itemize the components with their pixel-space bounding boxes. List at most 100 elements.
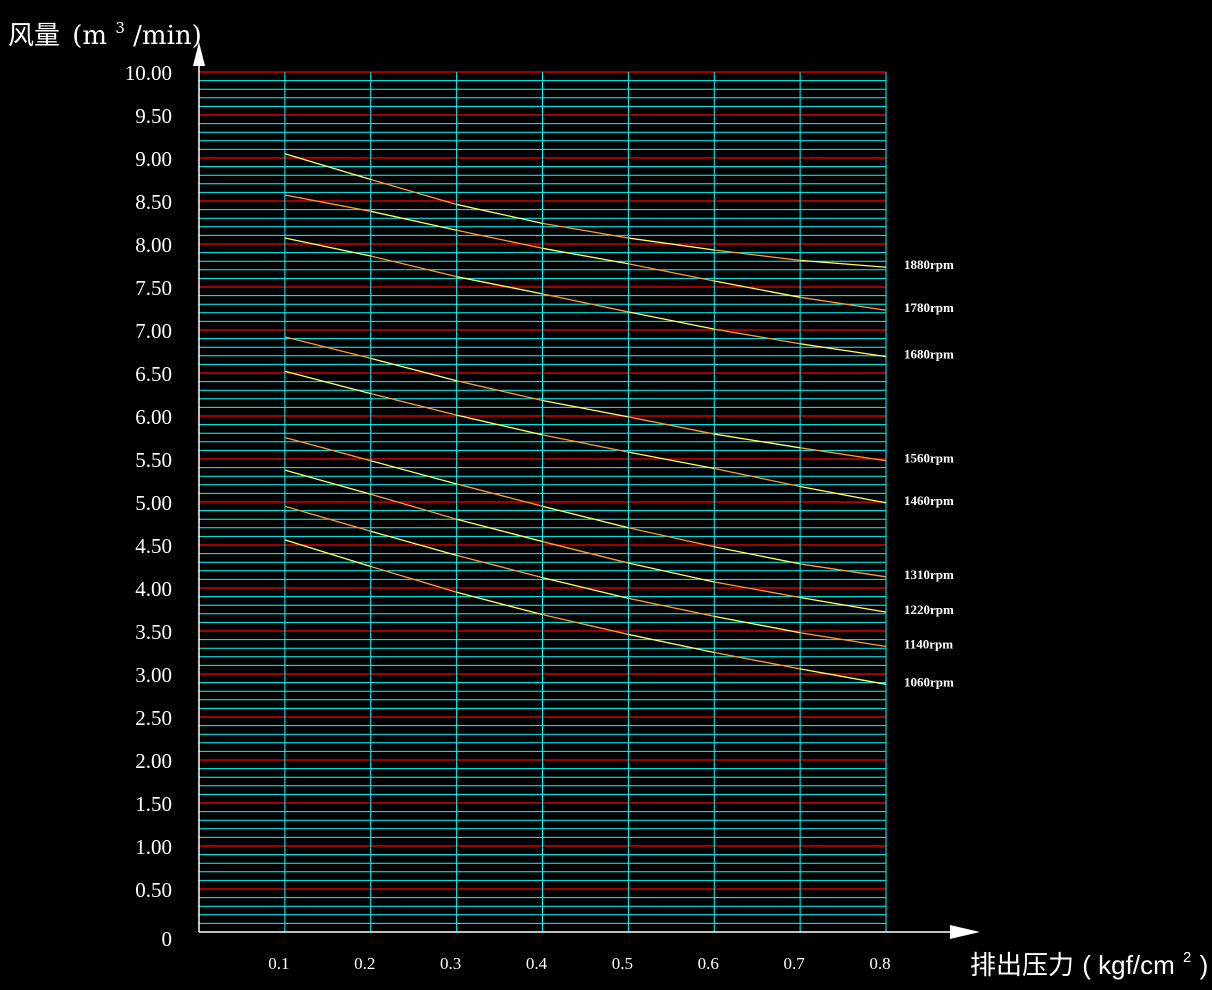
y-tick-label: 1.50: [135, 792, 172, 816]
series-line: [284, 194, 887, 311]
y-tick-label: 5.00: [135, 491, 172, 515]
y-tick-label: 9.00: [135, 147, 172, 171]
x-tick-labels: 0.1 0.2 0.3 0.4 0.5 0.6 0.7 0.8: [268, 954, 890, 973]
series-segment: [456, 414, 543, 436]
x-axis-label: 排出压力 ( kgf/cm 2 ): [970, 939, 1208, 981]
series-label: 1780rpm: [904, 300, 954, 315]
series-segment: [800, 632, 887, 648]
y-tick-label: 7.50: [135, 276, 172, 300]
x-axis-arrow-icon: [950, 925, 980, 939]
series-line: [284, 237, 887, 358]
series-segment: [370, 357, 457, 382]
series-segment: [542, 434, 629, 453]
series-line: [284, 469, 887, 613]
y-tick-labels: 0 0.50 1.00 1.50 2.00 2.50 3.00 3.50 4.00 4.50 5.0…: [125, 61, 172, 951]
series-segment: [284, 237, 371, 257]
series-segment: [370, 210, 457, 231]
y-tick-label: 10.00: [125, 61, 172, 85]
series-segment: [800, 668, 887, 685]
y-tick-label: 9.50: [135, 104, 172, 128]
series-segment: [284, 505, 371, 532]
series-segment: [628, 633, 715, 654]
x-tick-label: 0.8: [869, 954, 890, 973]
x-tick-label: 0.7: [784, 954, 806, 973]
x-axis-unit-close: ): [1200, 950, 1209, 980]
series-line: [284, 336, 887, 462]
x-axis-unit-sup: 2: [1183, 949, 1191, 966]
series-segment: [542, 540, 629, 564]
series-segment: [800, 343, 887, 358]
y-axis-label: 风量 (m 3 /min): [8, 10, 202, 51]
series-segment: [284, 469, 371, 495]
series-segment: [714, 615, 801, 634]
series-segment: [456, 554, 543, 579]
series-segment: [284, 336, 371, 360]
series-segment: [370, 255, 457, 278]
series-segment: [370, 393, 457, 416]
series-segment: [628, 451, 715, 470]
series-segment: [456, 203, 543, 224]
y-tick-label: 8.50: [135, 190, 172, 214]
series-segment: [714, 467, 801, 488]
series-label: 1460rpm: [904, 493, 954, 508]
series-layer: [284, 153, 887, 685]
x-axis-label-text: 排出压力: [970, 951, 1074, 981]
series-segment: [370, 493, 457, 520]
series-label: 1880rpm: [904, 257, 954, 272]
series-labels: 1880rpm 1780rpm 1680rpm 1560rpm 1460rpm 1310r…: [904, 257, 954, 689]
series-label: 1140rpm: [904, 636, 953, 651]
series-segment: [628, 597, 715, 618]
x-tick-label: 0.4: [526, 954, 548, 973]
series-segment: [370, 178, 457, 206]
series-label: 1220rpm: [904, 602, 954, 617]
series-label: 1060rpm: [904, 674, 954, 689]
x-tick-label: 0.2: [354, 954, 375, 973]
y-tick-label: 6.00: [135, 405, 172, 429]
y-axis-unit-open: (m: [72, 21, 107, 51]
x-tick-label: 0.6: [698, 954, 719, 973]
series-segment: [284, 194, 371, 212]
y-axis-unit-sup: 3: [115, 19, 125, 37]
series-segment: [542, 247, 629, 265]
y-tick-label: 2.00: [135, 749, 172, 773]
series-segment: [628, 311, 715, 330]
series-segment: [628, 263, 715, 282]
series-segment: [800, 563, 887, 578]
series-segment: [456, 380, 543, 402]
series-segment: [542, 222, 629, 239]
series-segment: [628, 416, 715, 435]
series-segment: [456, 591, 543, 616]
series-segment: [370, 460, 457, 485]
axes: [193, 42, 980, 939]
series-segment: [714, 651, 801, 670]
vertical-gridlines: [284, 72, 887, 932]
y-tick-label: 8.00: [135, 233, 172, 257]
series-segment: [370, 565, 457, 593]
series-segment: [800, 485, 887, 504]
series-segment: [714, 249, 801, 261]
series-segment: [714, 546, 801, 565]
series-segment: [714, 433, 801, 449]
series-line: [284, 539, 887, 685]
series-segment: [542, 505, 629, 529]
x-tick-label: 0.5: [612, 954, 633, 973]
series-segment: [800, 259, 887, 268]
series-segment: [714, 581, 801, 599]
x-tick-label: 0.1: [268, 954, 289, 973]
series-segment: [800, 296, 887, 311]
series-segment: [542, 577, 629, 599]
series-segment: [542, 614, 629, 636]
series-segment: [456, 229, 543, 249]
y-tick-label: 0: [162, 927, 173, 951]
series-segment: [456, 518, 543, 543]
y-tick-label: 5.50: [135, 448, 172, 472]
series-segment: [542, 293, 629, 313]
y-tick-label: 4.50: [135, 534, 172, 558]
y-tick-label: 2.50: [135, 706, 172, 730]
y-axis-arrow-icon: [193, 42, 205, 66]
series-segment: [628, 237, 715, 251]
series-label: 1560rpm: [904, 451, 954, 466]
x-tick-label: 0.3: [440, 954, 461, 973]
y-tick-label: 6.50: [135, 362, 172, 386]
